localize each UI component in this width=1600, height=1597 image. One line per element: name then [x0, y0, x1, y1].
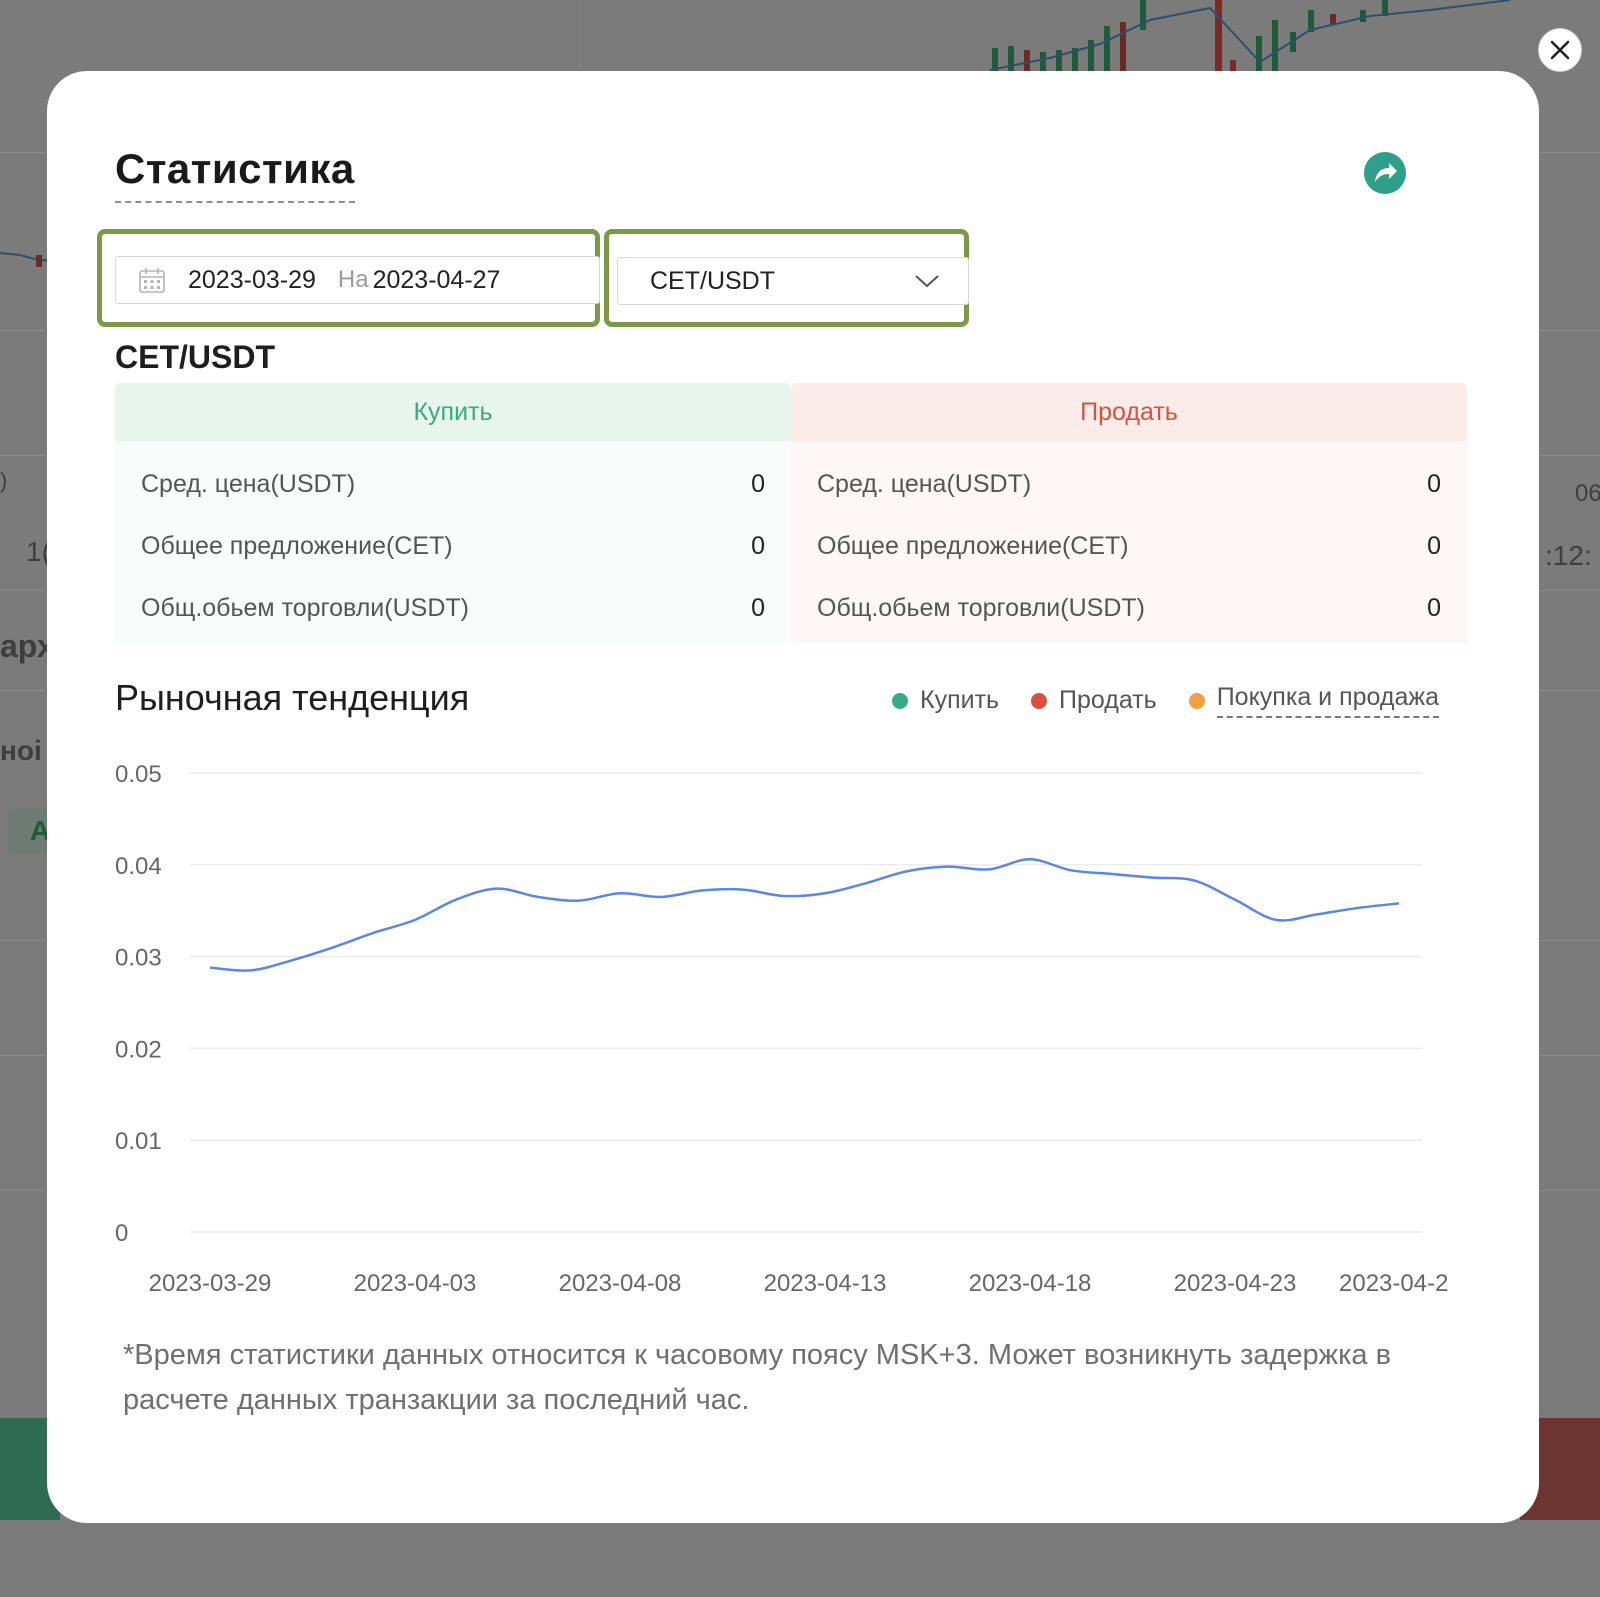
- y-tick-label: 0.03: [115, 945, 162, 972]
- legend-sell[interactable]: Продать: [1031, 686, 1157, 715]
- close-button[interactable]: [1538, 28, 1582, 72]
- stat-label: Общ.обьем торговли(USDT): [817, 593, 1145, 622]
- date-range-picker[interactable]: 2023-03-29 На 2023-04-27: [115, 256, 600, 304]
- buy-panel: Купить Сред. цена(USDT) 0 Общее предложе…: [115, 383, 791, 643]
- sell-panel: Продать Сред. цена(USDT) 0 Общее предлож…: [791, 383, 1467, 643]
- bg-fragment: 1(: [26, 536, 51, 567]
- stat-row: Общее предложение(CET) 0: [115, 515, 791, 577]
- stat-value: 0: [751, 531, 765, 560]
- legend-buy-sell[interactable]: Покупка и продажа: [1188, 683, 1439, 718]
- buy-tab[interactable]: Купить: [115, 383, 791, 441]
- x-tick-label: 2023-04-03: [354, 1270, 477, 1297]
- x-tick-label: 2023-04-2: [1339, 1270, 1448, 1297]
- legend-dot: [892, 692, 908, 709]
- legend-dot: [1031, 692, 1048, 709]
- bg-fragment: ноі: [0, 735, 42, 766]
- bg-fragment: А: [30, 815, 51, 846]
- stat-row: Сред. цена(USDT) 0: [791, 453, 1467, 515]
- legend-label: Купить: [920, 686, 1000, 714]
- footnote: *Время статистики данных относится к час…: [123, 1339, 1391, 1416]
- bg-fragment: ): [0, 468, 8, 493]
- market-trend-title: Рыночная тенденция: [115, 677, 470, 718]
- stat-row: Сред. цена(USDT) 0: [115, 453, 791, 515]
- bg-fragment: [8, 808, 48, 854]
- y-tick-label: 0.01: [115, 1128, 162, 1155]
- y-tick-label: 0: [115, 1220, 128, 1247]
- stat-row: Общ.обьем торговли(USDT) 0: [791, 577, 1467, 639]
- chevron-down-icon: [915, 275, 939, 288]
- stat-label: Общ.обьем торговли(USDT): [141, 593, 469, 622]
- legend-label: Продать: [1059, 686, 1157, 714]
- legend-dot: [1188, 692, 1205, 709]
- stat-row: Общ.обьем торговли(USDT) 0: [115, 577, 791, 639]
- legend-label: Покупка и продажа: [1216, 683, 1439, 718]
- calendar-icon: [139, 268, 165, 293]
- stat-value: 0: [1427, 531, 1441, 560]
- stat-row: Общее предложение(CET) 0: [791, 515, 1467, 577]
- y-tick-label: 0.04: [115, 853, 162, 880]
- stat-label: Общее предложение(CET): [817, 531, 1129, 560]
- series-line: [209, 858, 1400, 972]
- sell-stats: Сред. цена(USDT) 0 Общее предложение(CET…: [791, 441, 1467, 643]
- x-tick-label: 2023-04-08: [559, 1270, 682, 1297]
- bg-fragment: :12:: [1545, 540, 1592, 571]
- bg-candles: [0, 252, 50, 267]
- legend-buy[interactable]: Купить: [892, 686, 999, 715]
- close-icon: [1550, 40, 1570, 60]
- market-trend-chart: 0 0.01 0.02 0.03 0.04 0.05 2023-03-29 2023-04-0…: [115, 761, 1448, 1297]
- statistics-dialog: Статистика 2023-03-29 На 2023-04-27 CET/…: [47, 71, 1539, 1523]
- stat-label: Общее предложение(CET): [141, 531, 453, 560]
- pair-heading: CET/USDT: [115, 339, 275, 375]
- date-separator: На: [337, 266, 369, 293]
- pair-select-value: CET/USDT: [650, 266, 775, 295]
- x-tick-label: 2023-04-13: [764, 1270, 887, 1297]
- dialog-title: Статистика: [115, 145, 355, 203]
- chart-legend: Купить Продать Покупка и продажа: [892, 683, 1439, 718]
- stat-value: 0: [751, 469, 765, 498]
- stat-value: 0: [1427, 469, 1441, 498]
- stat-label: Сред. цена(USDT): [817, 469, 1032, 498]
- y-tick-label: 0.02: [115, 1036, 162, 1063]
- bg-candles: [990, 0, 1510, 72]
- sell-tab[interactable]: Продать: [791, 383, 1467, 441]
- y-tick-label: 0.05: [115, 761, 162, 788]
- x-tick-label: 2023-04-23: [1174, 1270, 1297, 1297]
- bg-fragment: арх: [0, 628, 55, 664]
- date-to-input[interactable]: 2023-04-27: [372, 265, 501, 294]
- x-tick-label: 2023-04-18: [969, 1270, 1092, 1297]
- stat-label: Сред. цена(USDT): [141, 469, 356, 498]
- share-arrow-icon[interactable]: [1363, 151, 1407, 195]
- bg-fragment: 06: [1575, 480, 1600, 507]
- bg-footer: [0, 1520, 1600, 1597]
- stat-value: 0: [751, 593, 765, 622]
- pair-select[interactable]: CET/USDT: [617, 257, 969, 305]
- buy-stats: Сред. цена(USDT) 0 Общее предложение(CET…: [115, 441, 791, 643]
- x-tick-label: 2023-03-29: [149, 1270, 272, 1297]
- stat-value: 0: [1427, 593, 1441, 622]
- date-from-input[interactable]: 2023-03-29: [188, 265, 316, 294]
